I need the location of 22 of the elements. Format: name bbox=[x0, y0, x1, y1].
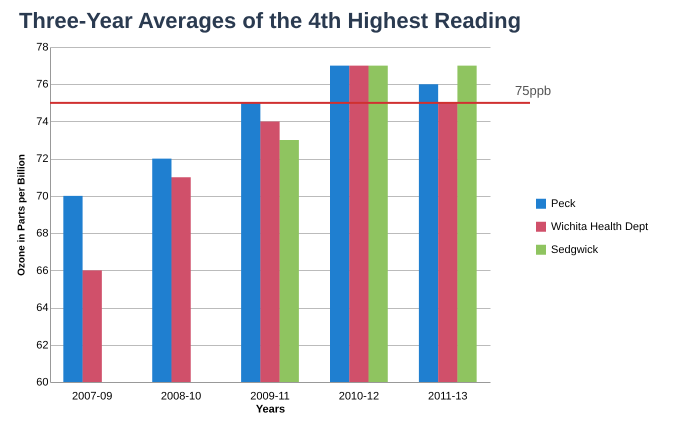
x-axis-title: Years bbox=[256, 404, 286, 416]
y-tick-label: 74 bbox=[36, 116, 48, 128]
legend-label: Peck bbox=[551, 198, 576, 210]
x-tick-label: 2009-11 bbox=[250, 390, 290, 402]
legend-label: Sedgwick bbox=[551, 244, 599, 256]
y-tick-label: 62 bbox=[36, 339, 48, 352]
ref-line-label: 75ppb bbox=[515, 82, 552, 98]
chart-title: Three-Year Averages of the 4th Highest Reading bbox=[18, 8, 522, 33]
y-tick-label: 68 bbox=[36, 228, 48, 240]
y-tick-label: 60 bbox=[36, 376, 48, 388]
y-tick-label: 70 bbox=[36, 190, 48, 202]
y-axis-title: Ozone in Parts per Billion bbox=[16, 154, 28, 276]
legend-label: Wichita Health Dept bbox=[551, 220, 648, 233]
x-tick-label: 2011-13 bbox=[428, 390, 468, 402]
x-tick-label: 2010-12 bbox=[338, 390, 380, 402]
y-tick-label: 64 bbox=[36, 302, 48, 314]
y-tick-label: 66 bbox=[36, 264, 48, 277]
y-tick-label: 78 bbox=[36, 42, 48, 54]
x-tick-label: 2007-09 bbox=[72, 390, 112, 402]
y-tick-label: 76 bbox=[36, 78, 48, 91]
x-tick-label: 2008-10 bbox=[160, 390, 202, 402]
y-tick-label: 72 bbox=[36, 153, 48, 166]
